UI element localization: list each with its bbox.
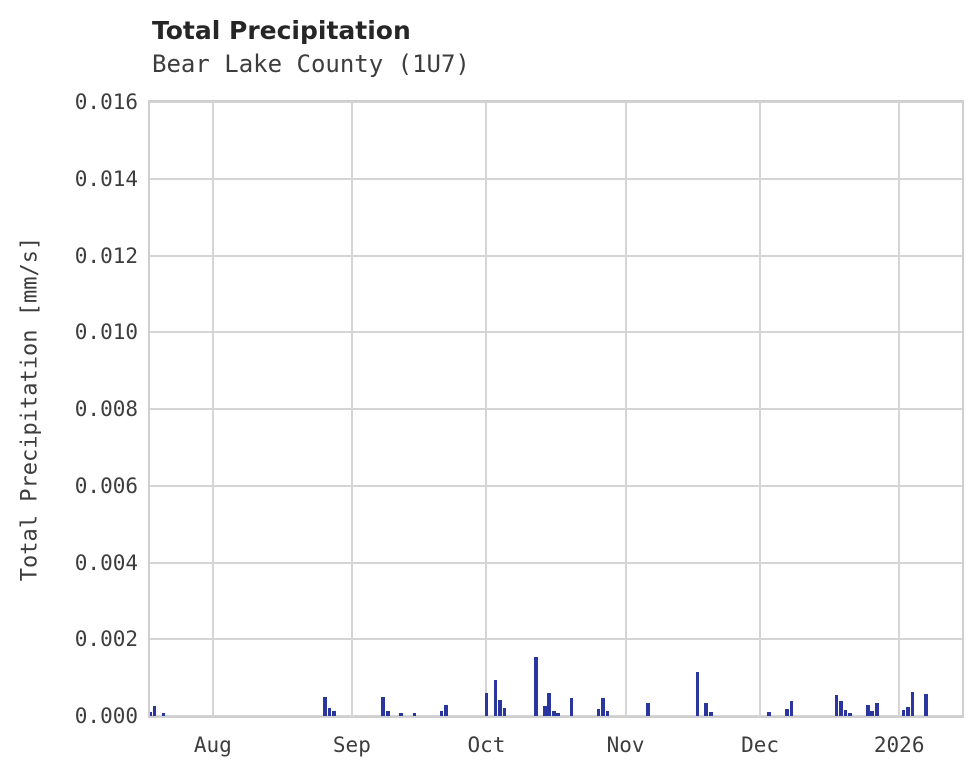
x-tick-label: Sep [332,733,371,757]
gridline-horizontal [150,484,962,487]
page-title: Total Precipitation [152,16,411,45]
precipitation-bar [834,694,839,716]
gridline-vertical [211,102,214,716]
precipitation-bar [161,712,166,716]
precipitation-bar [601,698,605,716]
precipitation-bar [789,701,794,716]
y-tick-label: 0.006 [74,473,138,498]
precipitation-bar [901,709,906,716]
gridline-horizontal [150,638,962,641]
precipitation-bar [924,693,928,716]
gridline-horizontal [150,177,962,180]
precipitation-bar [906,706,910,716]
precipitation-bar [534,656,538,716]
precipitation-bar [385,710,390,716]
x-tick-label: 2026 [873,733,925,757]
precipitation-bar [848,712,852,716]
precipitation-bar [839,701,843,716]
precipitation-bar [484,692,489,716]
precipitation-bar [327,708,332,716]
precipitation-bar [150,712,152,716]
precipitation-bar [870,711,875,716]
y-tick-label: 0.000 [74,704,138,728]
precipitation-bar [843,710,848,716]
plot-area [148,100,964,718]
precipitation-bar [332,711,336,716]
gridline-horizontal [150,408,962,410]
precipitation-bar [439,711,444,716]
x-tick-label: Aug [193,733,232,757]
precipitation-bar [695,671,700,716]
gridline-horizontal [150,715,962,716]
y-tick-label: 0.004 [74,550,138,575]
precipitation-bar [399,712,404,716]
precipitation-bar [502,708,507,716]
precipitation-bar [767,712,771,716]
y-tick-label: 0.010 [74,320,138,345]
precipitation-bar [704,702,709,716]
y-tick-label: 0.014 [74,166,138,191]
precipitation-bar [596,709,601,716]
precipitation-bar [556,712,561,716]
gridline-horizontal [150,561,962,564]
y-tick-label: 0.016 [74,90,138,114]
precipitation-bar [493,679,498,716]
y-tick-label: 0.002 [74,627,138,652]
gridline-vertical [624,102,627,716]
precipitation-bar [547,692,552,716]
y-tick-label: 0.008 [74,397,138,421]
precipitation-bar [381,696,386,716]
precipitation-bar [865,704,870,716]
precipitation-bar [323,696,327,716]
precipitation-bar [551,710,556,716]
page-subtitle: Bear Lake County (1U7) [152,50,470,78]
y-tick-label: 0.012 [74,243,138,268]
gridline-horizontal [150,331,962,334]
x-tick-label: Dec [741,733,780,757]
precipitation-bar [646,702,650,716]
precipitation-bar [910,691,915,716]
gridline-vertical [350,102,353,716]
precipitation-bar [569,697,574,716]
precipitation-bar [498,699,502,716]
x-tick-label: Oct [467,733,506,757]
precipitation-bar [874,702,879,716]
precipitation-bar [412,712,417,716]
precipitation-bar [444,705,448,716]
precipitation-bar [542,706,547,716]
gridline-vertical [759,102,762,716]
x-tick-label: Nov [606,733,645,757]
gridline-horizontal [150,254,962,257]
gridline-vertical [485,102,488,716]
gridline-horizontal [150,102,962,103]
precipitation-bar [152,706,157,716]
precipitation-bar [708,712,713,716]
precipitation-bar [605,711,610,716]
precipitation-bar [785,709,789,716]
gridline-vertical [898,102,901,716]
